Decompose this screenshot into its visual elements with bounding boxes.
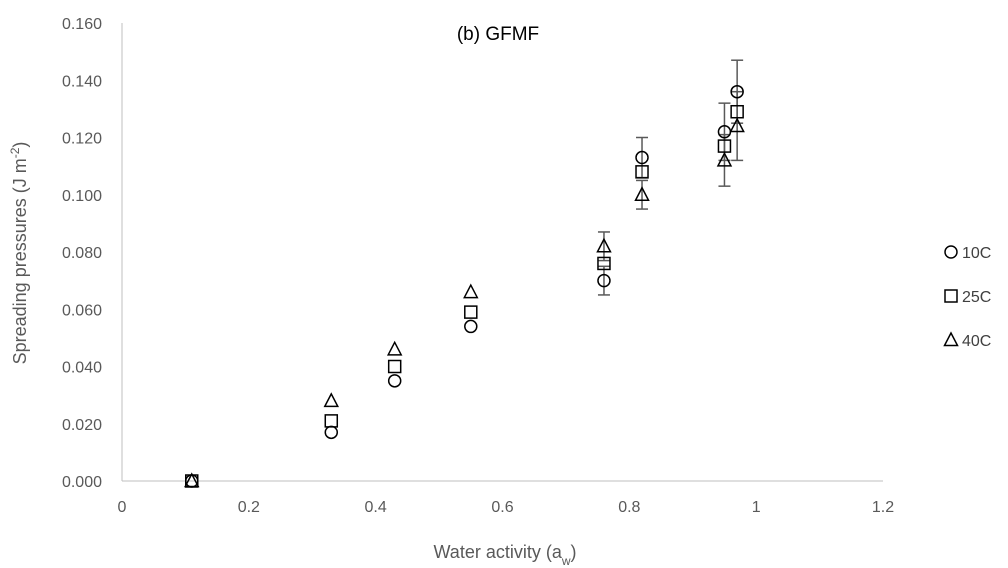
data-point-40C xyxy=(463,283,479,299)
y-tick-label: 0.060 xyxy=(62,302,102,319)
legend-marker-10C xyxy=(944,245,958,259)
y-tick-label: 0.140 xyxy=(62,73,102,90)
data-point-40C xyxy=(323,392,340,408)
legend-label: 25C xyxy=(962,289,991,306)
data-point-40C xyxy=(634,186,650,201)
x-tick-label: 0.2 xyxy=(238,499,260,516)
legend-label: 10C xyxy=(962,245,991,262)
x-tick-label: 1 xyxy=(752,499,761,516)
data-point-10C xyxy=(464,319,478,334)
x-tick-label: 0.4 xyxy=(365,499,387,516)
x-tick-label: 0.8 xyxy=(618,499,640,516)
x-axis-title: Water activity (aw) xyxy=(433,542,576,568)
data-point-25C xyxy=(635,165,649,179)
y-tick-label: 0.080 xyxy=(62,245,102,262)
x-tick-label: 0.6 xyxy=(491,499,513,516)
y-tick-label: 0.040 xyxy=(62,360,102,377)
legend-label: 40C xyxy=(962,333,991,350)
data-point-10C xyxy=(324,425,339,440)
y-tick-label: 0.160 xyxy=(62,16,102,33)
y-axis-title: Spreading pressures (J m-2) xyxy=(8,142,30,365)
data-point-40C xyxy=(729,117,745,133)
data-point-10C xyxy=(597,273,611,288)
legend: 10C 25C 40C xyxy=(943,245,991,350)
data-point-25C xyxy=(464,305,478,319)
data-point-25C xyxy=(387,359,402,374)
plot-area: 0 0.2 0.4 0.6 0.8 1 1.2 0.000 0.020 0.040 0.060 0.0… xyxy=(62,16,894,516)
x-tick-label: 0 xyxy=(118,499,127,516)
y-tick-label: 0.120 xyxy=(62,131,102,148)
y-tick-label: 0.000 xyxy=(62,474,102,491)
data-point-10C xyxy=(730,84,744,99)
y-tick-label: 0.100 xyxy=(62,188,102,205)
data-point-40C xyxy=(184,472,200,488)
data-point-40C xyxy=(716,151,733,167)
data-point-40C xyxy=(386,340,403,356)
data-point-25C xyxy=(597,256,611,271)
y-tick-label: 0.020 xyxy=(62,417,102,434)
chart-title: (b) GFMF xyxy=(457,24,539,45)
x-tick-label: 1.2 xyxy=(872,499,894,516)
data-point-40C xyxy=(596,237,612,253)
data-point-10C xyxy=(635,150,649,165)
legend-marker-40C xyxy=(943,331,959,347)
data-point-25C xyxy=(324,414,339,428)
legend-marker-25C xyxy=(944,289,958,303)
data-point-10C xyxy=(387,374,402,388)
